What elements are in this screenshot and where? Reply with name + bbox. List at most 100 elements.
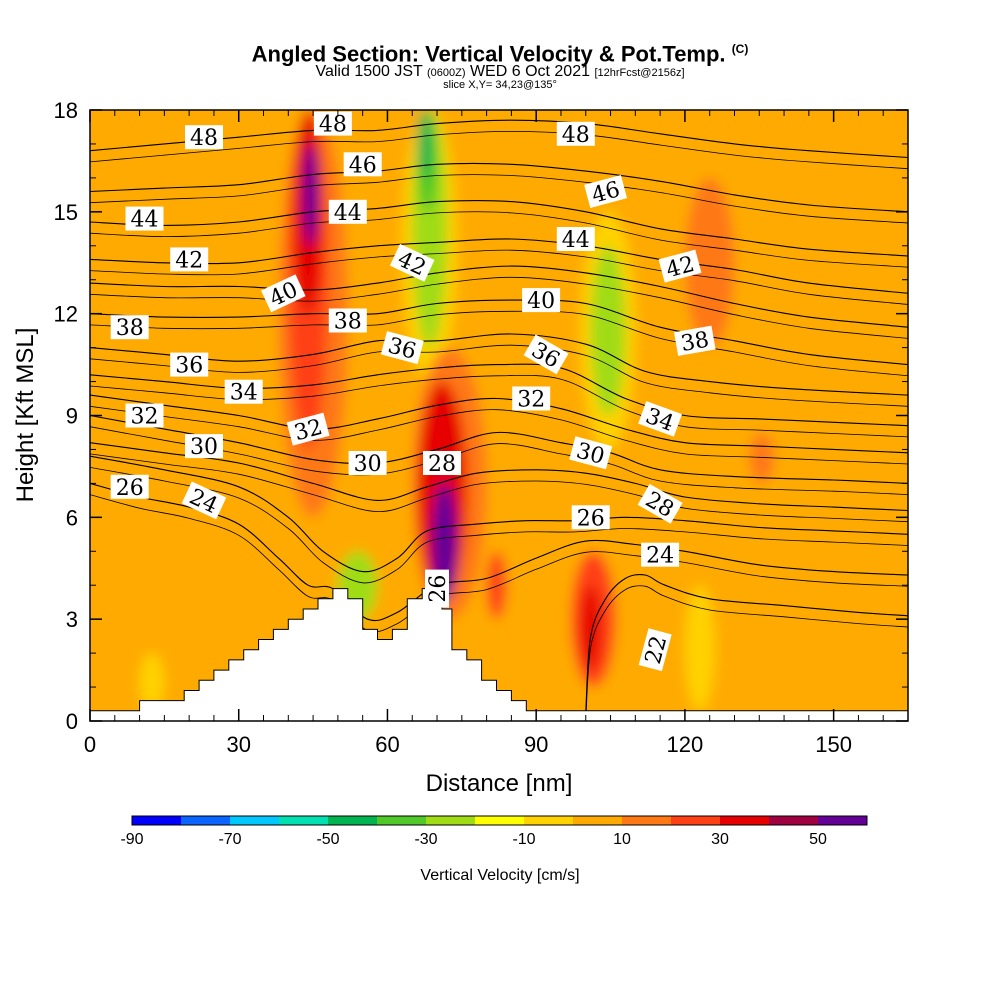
contour-label-box	[170, 352, 209, 377]
theta-contour-minor	[90, 344, 908, 407]
contour-label-text: 48	[190, 126, 218, 151]
contour-label-44: 44	[556, 227, 595, 253]
colorbar-tick-label: -70	[218, 831, 241, 848]
y-axis-title: Height [Kft MSL]	[12, 328, 39, 503]
contour-label-box	[343, 152, 382, 177]
colorbar-tick-label: -50	[316, 831, 339, 848]
theta-contour-minor	[90, 130, 908, 170]
contour-label-text: 42	[175, 248, 203, 273]
contour-label-box	[389, 243, 435, 282]
chart-title-mark: (C)	[731, 42, 749, 56]
contour-label-box	[110, 474, 149, 499]
contour-label-text: 30	[190, 435, 218, 460]
colorbar-tick-label: -10	[512, 831, 535, 848]
contour-label-box	[110, 315, 149, 340]
theta-contour-28	[90, 442, 908, 512]
contour-label-text: 40	[527, 289, 555, 314]
colorbar-tick-label: -90	[120, 831, 143, 848]
contour-label-box	[569, 436, 613, 470]
contour-label-text: 26	[577, 506, 605, 531]
contour-label-44: 44	[328, 199, 367, 226]
contour-label-text: 38	[679, 328, 711, 357]
x-tick-label: 150	[815, 732, 852, 757]
contour-label-text: 44	[131, 208, 159, 233]
y-tick-label: 6	[66, 505, 78, 530]
chart-subtitle: Valid 1500 JST (0600Z) WED 6 Oct 2021 [1…	[0, 63, 1000, 81]
contour-label-box	[125, 206, 164, 231]
contour-label-text: 48	[562, 123, 590, 148]
velocity-field	[90, 110, 908, 721]
valid-time: Valid 1500 JST	[315, 63, 423, 81]
colorbar-swatch	[671, 816, 721, 825]
contour-label-26: 26	[571, 505, 610, 531]
velocity-cell	[749, 432, 775, 484]
colorbar-frame	[131, 815, 868, 826]
chart-title-text: Angled Section: Vertical Velocity & Pot.…	[251, 41, 726, 67]
contour-label-38: 38	[328, 308, 367, 335]
contour-label-box	[185, 434, 223, 459]
contour-label-box	[286, 412, 330, 446]
y-tick-label: 12	[54, 302, 78, 327]
theta-contour-minor	[585, 585, 908, 721]
colorbar-tick-label: 50	[809, 831, 827, 848]
colorbar-tick-label: 10	[613, 831, 631, 848]
velocity-cell	[684, 177, 735, 348]
theta-contour-48	[90, 119, 908, 159]
velocity-cell	[486, 551, 507, 620]
contour-label-box	[348, 451, 387, 475]
colorbar-tick-label: -30	[414, 831, 437, 848]
x-tick-label: 120	[667, 732, 704, 757]
contour-label-text: 38	[334, 310, 362, 335]
theta-contour-40	[90, 265, 908, 328]
contour-label-box	[181, 481, 227, 520]
velocity-cell	[303, 143, 319, 246]
contour-label-text: 34	[230, 381, 258, 406]
contour-label-30: 30	[348, 451, 387, 477]
velocity-cell	[590, 245, 626, 416]
theta-contour-minor	[90, 174, 908, 224]
colorbar-swatch	[132, 816, 182, 825]
x-tick-label: 90	[524, 732, 548, 757]
contour-label-box	[638, 628, 672, 672]
velocity-cell	[139, 653, 165, 711]
contour-label-box	[658, 249, 702, 283]
contour-label-48: 48	[185, 125, 223, 151]
velocity-cell	[684, 585, 715, 711]
contour-label-box	[571, 505, 610, 530]
contour-label-text: 32	[517, 388, 545, 413]
colorbar-swatch	[818, 816, 868, 825]
contour-label-box	[425, 569, 449, 608]
x-axis-title: Distance [nm]	[426, 770, 573, 797]
contour-label-box	[380, 331, 424, 365]
theta-contour-26	[90, 455, 908, 573]
colorbar-swatch	[377, 816, 427, 825]
contour-label-30: 30	[185, 434, 223, 460]
colorbar-swatch	[475, 816, 525, 825]
contour-label-32: 32	[286, 412, 330, 446]
contour-label-48: 48	[556, 121, 595, 148]
colorbar-tick-label: 30	[711, 831, 729, 848]
contour-label-text: 44	[562, 228, 590, 253]
colorbar-swatch	[426, 816, 476, 825]
colorbar-swatch	[573, 816, 623, 825]
terrain	[90, 588, 908, 721]
theta-contour-minor	[90, 211, 908, 268]
slice-info: slice X,Y= 34,23@135°	[443, 79, 557, 92]
theta-contours	[90, 119, 908, 721]
contour-label-text: 48	[319, 113, 347, 138]
contour-label-text: 44	[334, 201, 362, 226]
y-tick-label: 15	[54, 200, 78, 225]
x-tick-label: 60	[375, 732, 399, 757]
contour-label-box	[638, 401, 683, 437]
colorbar-swatch	[720, 816, 770, 825]
theta-contour-22	[585, 573, 908, 711]
chart-title: Angled Section: Vertical Velocity & Pot.…	[0, 36, 1000, 67]
contour-label-box	[261, 274, 306, 313]
contour-label-34: 34	[224, 379, 263, 406]
theta-contour-minor	[90, 276, 908, 339]
y-tick-label: 18	[54, 98, 78, 123]
theta-contour-32	[90, 394, 908, 454]
